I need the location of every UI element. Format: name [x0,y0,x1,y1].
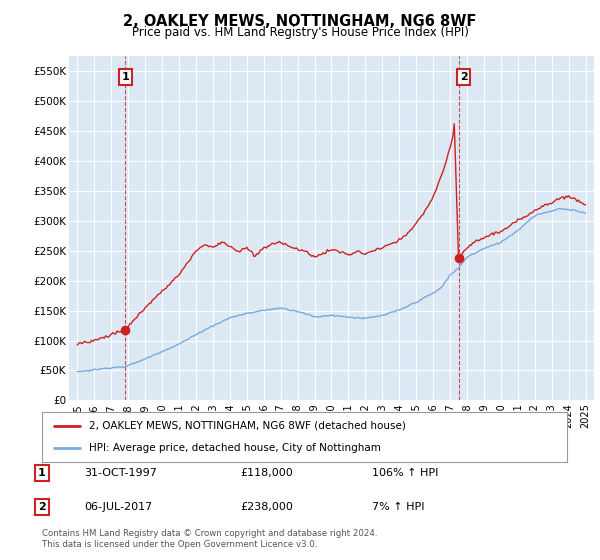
Text: 2: 2 [460,72,467,82]
Text: Contains HM Land Registry data © Crown copyright and database right 2024.
This d: Contains HM Land Registry data © Crown c… [42,529,377,549]
Text: £238,000: £238,000 [240,502,293,512]
Text: 1: 1 [122,72,129,82]
Text: 7% ↑ HPI: 7% ↑ HPI [372,502,425,512]
Text: Price paid vs. HM Land Registry's House Price Index (HPI): Price paid vs. HM Land Registry's House … [131,26,469,39]
Text: 1: 1 [38,468,46,478]
Text: 2, OAKLEY MEWS, NOTTINGHAM, NG6 8WF (detached house): 2, OAKLEY MEWS, NOTTINGHAM, NG6 8WF (det… [89,421,406,431]
Text: HPI: Average price, detached house, City of Nottingham: HPI: Average price, detached house, City… [89,443,381,453]
Text: 31-OCT-1997: 31-OCT-1997 [84,468,157,478]
Text: 2: 2 [38,502,46,512]
Text: 2, OAKLEY MEWS, NOTTINGHAM, NG6 8WF: 2, OAKLEY MEWS, NOTTINGHAM, NG6 8WF [124,14,476,29]
Text: £118,000: £118,000 [240,468,293,478]
Text: 06-JUL-2017: 06-JUL-2017 [84,502,152,512]
Text: 106% ↑ HPI: 106% ↑ HPI [372,468,439,478]
